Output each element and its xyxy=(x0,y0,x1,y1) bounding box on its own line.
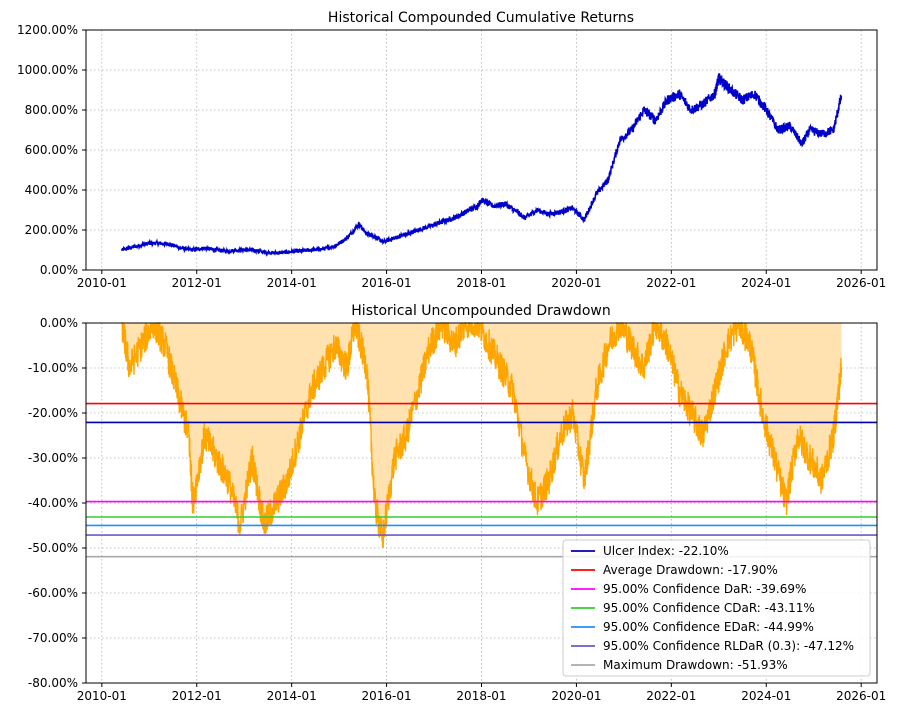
legend-box xyxy=(562,539,871,677)
x-tick-label: 2018-01 xyxy=(456,689,506,703)
y-axis: 0.00% -10.00% -20.00% -30.00% -40.00% -50.00%… xyxy=(28,316,86,690)
x-tick-label: 2026-01 xyxy=(836,689,886,703)
y-axis: 0.00% 200.00% 400.00% 600.00% 800.00% 1000.00… xyxy=(17,23,86,277)
x-tick-label: 2020-01 xyxy=(551,689,601,703)
x-tick-label: 2022-01 xyxy=(646,689,696,703)
legend-label: Ulcer Index: -22.10% xyxy=(603,544,729,558)
cumulative-returns-chart: Historical Compounded Cumulative Returns… xyxy=(17,10,886,290)
x-tick-label: 2018-01 xyxy=(456,276,506,290)
y-tick-label: 600.00% xyxy=(25,143,78,157)
series-line xyxy=(120,73,843,257)
x-tick-label: 2024-01 xyxy=(741,689,791,703)
y-tick-label: -60.00% xyxy=(28,586,78,600)
x-tick-label: 2010-01 xyxy=(77,689,127,703)
chart-title: Historical Uncompounded Drawdown xyxy=(351,303,610,319)
x-axis: 2010-01 2012-01 2014-01 2016-01 2018-01 2020-… xyxy=(77,683,886,703)
x-tick-label: 2026-01 xyxy=(836,276,886,290)
x-tick-label: 2010-01 xyxy=(77,276,127,290)
legend-label: Average Drawdown: -17.90% xyxy=(603,563,778,577)
y-tick-label: 800.00% xyxy=(25,103,78,117)
drawdown-area xyxy=(121,323,842,548)
x-tick-label: 2016-01 xyxy=(362,689,412,703)
drawdown-line xyxy=(121,321,843,549)
x-tick-label: 2012-01 xyxy=(172,689,222,703)
x-axis: 2010-01 2012-01 2014-01 2016-01 2018-01 2020-… xyxy=(77,270,886,290)
data-layer xyxy=(120,73,843,257)
y-tick-label: 0.00% xyxy=(40,263,78,277)
x-tick-label: 2022-01 xyxy=(646,276,696,290)
y-tick-label: -80.00% xyxy=(28,676,78,690)
drawdown-chart: Historical Uncompounded Drawdown 2010-01… xyxy=(28,303,886,703)
y-tick-label: -50.00% xyxy=(28,541,78,555)
legend-label: 95.00% Confidence CDaR: -43.11% xyxy=(603,601,815,615)
data-layer xyxy=(121,321,843,549)
x-tick-label: 2016-01 xyxy=(362,276,412,290)
chart-title: Historical Compounded Cumulative Returns xyxy=(328,10,634,26)
legend-label: 95.00% Confidence RLDaR (0.3): -47.12% xyxy=(603,639,854,653)
x-tick-label: 2012-01 xyxy=(172,276,222,290)
y-tick-label: 1200.00% xyxy=(17,23,78,37)
y-tick-label: 200.00% xyxy=(25,223,78,237)
x-tick-label: 2014-01 xyxy=(267,689,317,703)
y-tick-label: 400.00% xyxy=(25,183,78,197)
legend-label: 95.00% Confidence EDaR: -44.99% xyxy=(603,620,814,634)
legend-label: Maximum Drawdown: -51.93% xyxy=(603,658,788,672)
x-tick-label: 2014-01 xyxy=(267,276,317,290)
legend-label: 95.00% Confidence DaR: -39.69% xyxy=(603,582,806,596)
legend: Ulcer Index: -22.10% Average Drawdown: -1… xyxy=(562,539,871,677)
y-tick-label: -30.00% xyxy=(28,451,78,465)
y-tick-label: -10.00% xyxy=(28,361,78,375)
y-tick-label: -20.00% xyxy=(28,406,78,420)
x-tick-label: 2024-01 xyxy=(741,276,791,290)
y-tick-label: 1000.00% xyxy=(17,63,78,77)
y-tick-label: -40.00% xyxy=(28,496,78,510)
grid xyxy=(86,29,877,271)
y-tick-label: -70.00% xyxy=(28,631,78,645)
x-tick-label: 2020-01 xyxy=(551,276,601,290)
y-tick-label: 0.00% xyxy=(40,316,78,330)
